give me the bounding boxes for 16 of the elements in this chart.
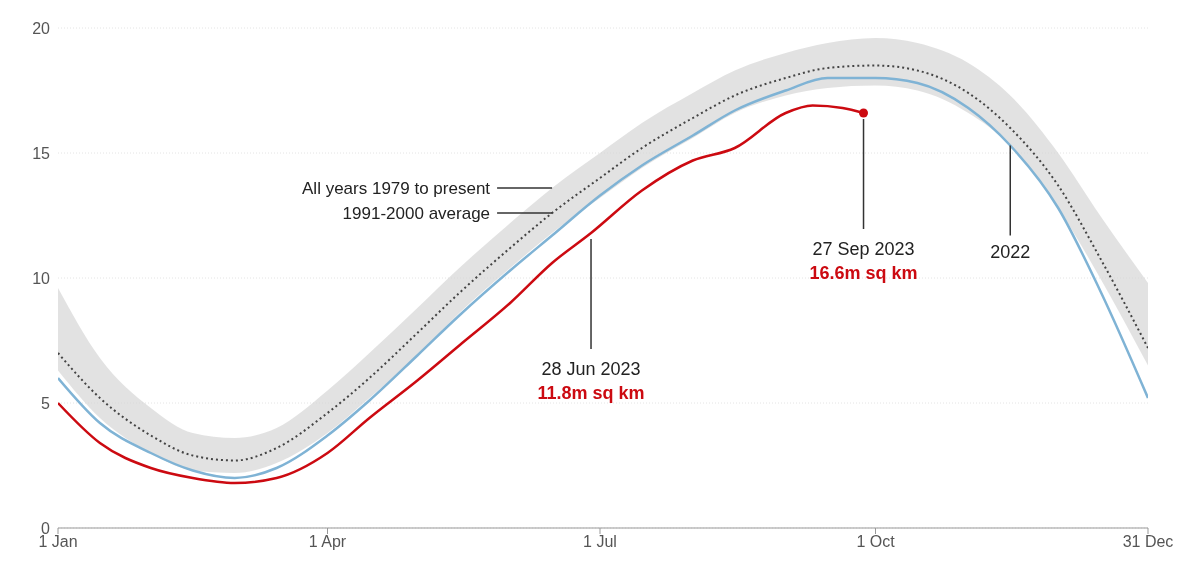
annotation: 27 Sep 2023	[812, 239, 915, 259]
x-tick-label: 31 Dec	[1122, 533, 1174, 551]
annotation: 11.8m sq km	[537, 383, 645, 403]
annotation: 16.6m sq km	[809, 263, 918, 283]
x-tick-label: 1 Jan	[38, 533, 78, 551]
series-label: 1991-2000 average	[342, 204, 491, 223]
x-tick-label: 1 Jul	[583, 533, 617, 551]
text: 2022	[990, 241, 1031, 262]
x-tick-label: 1 Apr	[308, 533, 347, 551]
annotation: All years 1979 to present	[302, 179, 491, 198]
y-tick-label: 15	[32, 144, 51, 162]
y-tick-label: 20	[32, 19, 51, 37]
y-tick-label: 10	[32, 269, 51, 287]
annotation: 28 Jun 2023	[541, 359, 641, 379]
y-tick-label: 5	[41, 394, 51, 412]
x-tick-label: 1 Oct	[856, 533, 896, 551]
